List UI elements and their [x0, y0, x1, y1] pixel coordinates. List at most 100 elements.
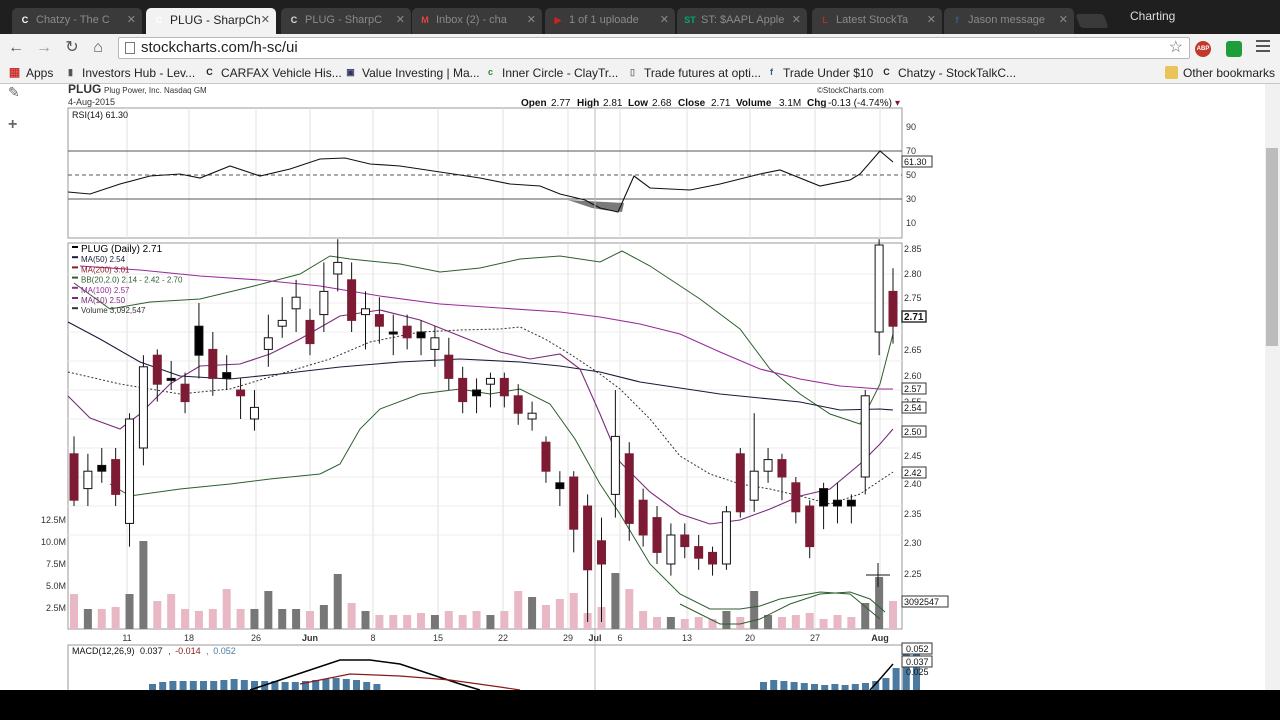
- plus-icon[interactable]: +: [8, 116, 18, 133]
- legend-swatch: [72, 266, 78, 269]
- tab-3[interactable]: C PLUG - SharpC ✕: [281, 8, 411, 34]
- date-tick-label: Jul: [588, 633, 601, 643]
- bookmark-item[interactable]: ▯ Trade futures at opti...: [626, 65, 761, 81]
- macd-hist-bar: [240, 680, 248, 690]
- legend-entry: MA(100) 2.57: [81, 286, 130, 295]
- candle: [180, 372, 190, 414]
- macd-hist-bar: [892, 668, 900, 690]
- bookmark-label: Trade futures at opti...: [644, 66, 761, 80]
- macd-hist-bar: [200, 681, 207, 690]
- adblock-icon[interactable]: ABP: [1195, 41, 1211, 57]
- macd-hist-bar: [841, 685, 849, 690]
- tab-8[interactable]: f Jason message ✕: [944, 8, 1074, 34]
- macd-hist-bar: [220, 680, 228, 690]
- macd-hist-bar: [210, 681, 218, 690]
- tab-favicon-icon: C: [21, 15, 29, 25]
- volume-bar: [403, 615, 412, 629]
- legend-swatch: [72, 246, 78, 248]
- macd-signal-value: -0.014: [175, 646, 201, 656]
- chart-symbol: PLUG: [68, 84, 101, 96]
- tab-close-icon[interactable]: ✕: [926, 14, 936, 26]
- candle: [444, 337, 454, 390]
- extension-icon[interactable]: [1226, 41, 1242, 57]
- candle: [541, 436, 551, 483]
- tab-6[interactable]: ST ST: $AAPL Apple ✕: [677, 8, 807, 34]
- bookmark-item[interactable]: ▮ Investors Hub - Lev...: [64, 65, 195, 81]
- price-tick-label: 2.80: [904, 269, 922, 279]
- tab-close-icon[interactable]: ✕: [659, 14, 669, 26]
- back-button[interactable]: ←: [8, 39, 24, 56]
- tab-close-icon[interactable]: ✕: [395, 14, 405, 26]
- bookmark-item[interactable]: C CARFAX Vehicle His...: [203, 65, 341, 81]
- tab-5[interactable]: ▶ 1 of 1 uploade ✕: [545, 8, 675, 34]
- candle: [305, 308, 315, 356]
- volume-bar: [361, 611, 370, 629]
- bookmark-label: Chatzy - StockTalkC...: [898, 66, 1017, 80]
- price-tick-label: 2.35: [904, 509, 922, 519]
- legend-entry: MA(200) 3.01: [81, 265, 130, 274]
- address-bar[interactable]: stockcharts.com/h-sc/ui ☆: [118, 37, 1190, 59]
- macd-badge: 0.025: [906, 667, 929, 677]
- volume-bar: [208, 609, 217, 629]
- tab-7[interactable]: L Latest StockTa ✕: [812, 8, 942, 34]
- svg-text:2.57: 2.57: [904, 384, 922, 394]
- reload-button[interactable]: ↻: [65, 39, 79, 56]
- vertical-scrollbar[interactable]: [1265, 84, 1280, 690]
- candle: [152, 349, 162, 402]
- candle: [333, 239, 343, 292]
- rsi-tick-label: 90: [906, 122, 916, 132]
- rsi-label: RSI(14) 61.30: [72, 110, 128, 120]
- macd-hist-bar: [851, 684, 859, 690]
- svg-text:2.54: 2.54: [904, 403, 922, 413]
- volume-tick-label: 5.0M: [46, 581, 66, 591]
- legend-entry: PLUG (Daily) 2.71: [81, 244, 163, 255]
- stock-chart[interactable]: PLUG Plug Power, Inc. Nasdaq GM 4-Aug-20…: [0, 84, 1265, 690]
- pencil-icon[interactable]: ✎: [8, 84, 20, 100]
- forward-button[interactable]: →: [36, 39, 52, 56]
- tab-4[interactable]: M Inbox (2) - cha ✕: [412, 8, 542, 34]
- tab-label: Jason message: [968, 14, 1046, 26]
- macd-hist-bar: [882, 678, 890, 690]
- scrollbar-thumb[interactable]: [1266, 148, 1278, 346]
- claytrader-icon: c: [487, 67, 493, 77]
- bookmark-item[interactable]: C Chatzy - StockTalkC...: [880, 65, 1016, 81]
- bookmark-item[interactable]: c Inner Circle - ClayTr...: [484, 65, 618, 81]
- macd-hist-bar: [800, 683, 808, 690]
- bookmark-star-icon[interactable]: ☆: [1168, 39, 1183, 56]
- svg-text:2.71: 2.71: [904, 312, 924, 323]
- browser-toolbar: ← → ↻ ⌂ stockcharts.com/h-sc/ui ☆ ABP: [0, 34, 1280, 62]
- apps-shortcut[interactable]: ▦ Apps: [8, 65, 54, 81]
- chatzy-icon: C: [883, 67, 890, 77]
- candle: [319, 262, 329, 332]
- volume-bar: [305, 611, 314, 629]
- new-tab-button[interactable]: [1075, 14, 1109, 28]
- other-bookmarks[interactable]: Other bookmarks: [1165, 65, 1275, 81]
- home-button[interactable]: ⌂: [93, 39, 103, 56]
- macd-hist-bar: [760, 682, 767, 690]
- tab-1[interactable]: C Chatzy - The C ✕: [12, 8, 142, 34]
- tab-close-icon[interactable]: ✕: [126, 14, 136, 26]
- bookmark-label: Value Investing | Ma...: [362, 66, 480, 80]
- menu-icon[interactable]: [1256, 40, 1270, 55]
- tab-close-icon[interactable]: ✕: [260, 14, 270, 26]
- macd-hist-bar: [322, 679, 330, 690]
- volume-bar: [250, 609, 259, 629]
- tab-close-icon[interactable]: ✕: [1058, 14, 1068, 26]
- bookmark-item[interactable]: ▣ Value Investing | Ma...: [344, 65, 480, 81]
- bookmark-item[interactable]: f Trade Under $10: [765, 65, 873, 81]
- macd-badge: 0.037: [901, 655, 933, 668]
- price-tick-label: 2.25: [904, 569, 922, 579]
- volume-bar: [791, 615, 800, 629]
- bookmark-icon: ▮: [68, 67, 73, 77]
- volume-bar: [889, 601, 897, 629]
- close-value: 2.71: [711, 98, 731, 109]
- volume-bar: [514, 591, 523, 629]
- svg-text:0.025: 0.025: [906, 667, 929, 677]
- tab-favicon-icon: C: [155, 15, 163, 25]
- tab-close-icon[interactable]: ✕: [791, 14, 801, 26]
- rsi-tick-label: 70: [906, 146, 916, 156]
- tab-close-icon[interactable]: ✕: [526, 14, 536, 26]
- legend-entry: Volume 3,092,547: [81, 306, 146, 315]
- chg-label: Chg: [807, 98, 826, 109]
- tab-2[interactable]: C PLUG - SharpCh ✕: [146, 8, 276, 34]
